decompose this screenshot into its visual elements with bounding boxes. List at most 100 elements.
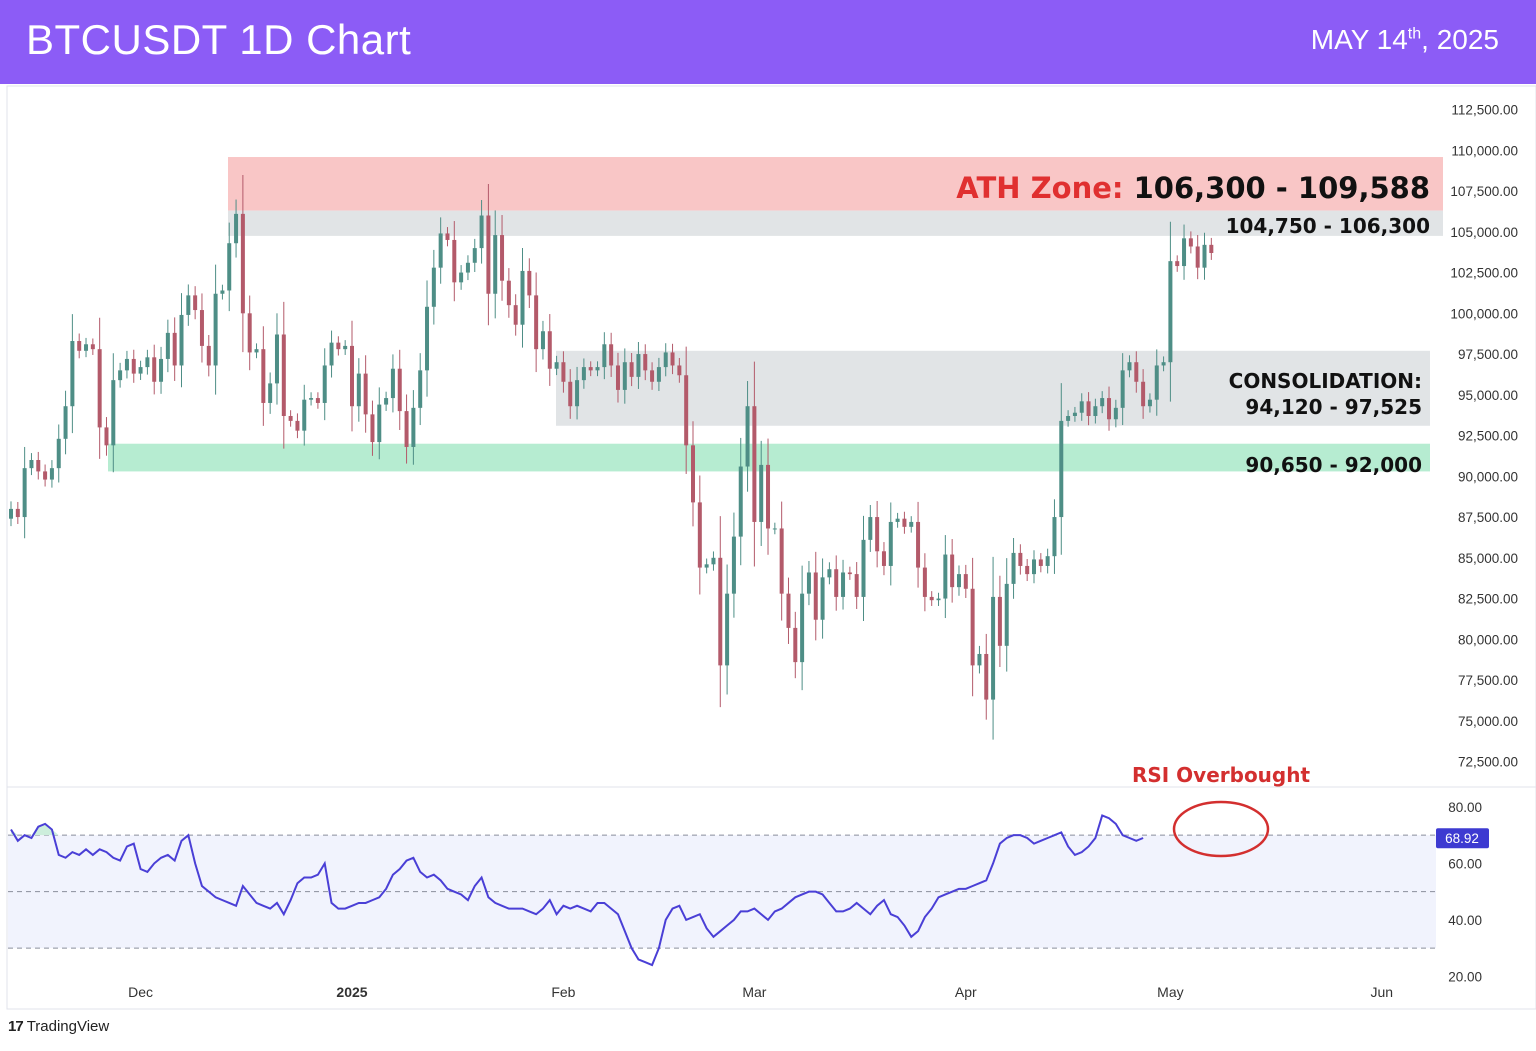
candle-body <box>425 306 430 371</box>
price-tick-label: 100,000.00 <box>1450 306 1518 321</box>
price-tick-label: 112,500.00 <box>1451 103 1518 118</box>
price-tick-label: 110,000.00 <box>1451 143 1518 158</box>
price-chart[interactable]: ATH Zone: 106,300 - 109,588 104,750 - 106… <box>0 84 1536 1051</box>
candle-body <box>1093 406 1098 416</box>
candle-body <box>636 354 641 377</box>
candle-body <box>731 536 736 594</box>
candle-body <box>343 345 348 350</box>
candle-body <box>520 270 525 325</box>
candle-body <box>350 345 354 407</box>
candle-body <box>909 521 914 527</box>
candle-body <box>390 368 395 399</box>
rsi-tick-label: 20.00 <box>1448 969 1482 984</box>
time-axis: Dec 2025 Feb Mar Apr May Jun <box>128 984 1393 1000</box>
candle-body <box>1202 244 1207 268</box>
price-axis: 112,500.00 110,000.00 107,500.00 105,000.00… <box>1450 103 1518 770</box>
time-tick-label: Dec <box>128 984 153 1000</box>
candle-body <box>738 466 743 537</box>
rsi-line <box>10 814 1144 967</box>
candle-body <box>820 577 825 620</box>
candle-body <box>868 517 873 540</box>
candle-body <box>36 460 41 472</box>
candle-body <box>1018 552 1023 566</box>
candle-body <box>15 508 20 518</box>
candle-body <box>691 445 695 503</box>
time-tick-label: Apr <box>955 984 977 1000</box>
price-tick-label: 82,500.00 <box>1458 592 1518 607</box>
candle-body <box>9 508 13 519</box>
candle-body <box>766 464 771 529</box>
candle-body <box>445 233 450 240</box>
tradingview-logo-icon: 17 <box>8 1018 24 1035</box>
rsi-value-badge <box>1436 828 1489 849</box>
date-year: , 2025 <box>1421 24 1499 55</box>
candle-body <box>479 215 484 249</box>
rsi-overbought-label: RSI Overbought <box>1132 763 1311 787</box>
rsi-tick-label: 40.00 <box>1448 913 1482 928</box>
candle-body <box>1032 559 1036 575</box>
time-tick-label: Feb <box>551 984 575 1000</box>
candle-body <box>725 593 730 666</box>
candle-body <box>49 468 54 480</box>
candle-body <box>336 342 341 350</box>
candle-body <box>165 332 170 359</box>
candle-body <box>800 593 805 663</box>
candle-body <box>1209 244 1214 253</box>
tradingview-brand: 17 TradingView <box>8 1018 109 1035</box>
candle-body <box>534 295 539 350</box>
candle-body <box>793 627 798 663</box>
price-tick-label: 97,500.00 <box>1458 347 1518 362</box>
candle-body <box>397 368 402 412</box>
candle-body <box>745 406 750 467</box>
time-tick-label: 2025 <box>336 984 367 1000</box>
candle-body <box>370 414 375 443</box>
candle-body <box>261 349 266 403</box>
candle-body <box>581 367 586 381</box>
price-tick-label: 72,500.00 <box>1458 755 1518 770</box>
candle-body <box>963 574 968 589</box>
candle-body <box>806 572 811 594</box>
candle-body <box>902 518 907 527</box>
price-tick-label: 77,500.00 <box>1458 673 1518 688</box>
candles-layer <box>9 175 1214 740</box>
candle-body <box>1147 399 1152 407</box>
candle-body <box>199 310 204 346</box>
date-month-day: MAY 14 <box>1310 24 1408 55</box>
candle-body <box>90 344 95 350</box>
rsi-pane: 80.00 60.00 40.00 20.00 68.92 RSI Overbought <box>8 763 1489 984</box>
candle-body <box>438 233 443 268</box>
candle-body <box>506 280 511 306</box>
candle-body <box>697 502 702 568</box>
candle-body <box>104 427 109 446</box>
candle-body <box>70 341 75 407</box>
candle-body <box>63 406 68 439</box>
candle-body <box>152 357 157 382</box>
candle-body <box>513 305 518 325</box>
candle-body <box>609 344 614 366</box>
candle-body <box>186 295 191 315</box>
candle-body <box>916 521 921 568</box>
candle-body <box>1004 583 1009 646</box>
consolidation-label-title: CONSOLIDATION: <box>1229 369 1422 393</box>
candle-body <box>1161 362 1166 366</box>
candle-body <box>772 528 777 530</box>
candle-body <box>561 362 566 382</box>
price-tick-label: 75,000.00 <box>1458 714 1518 729</box>
candle-body <box>302 399 307 431</box>
candle-body <box>663 352 668 368</box>
candle-body <box>1052 517 1057 557</box>
candle-body <box>854 574 859 597</box>
candle-body <box>465 262 470 273</box>
candle-body <box>950 554 955 588</box>
rsi-tick-label: 80.00 <box>1448 800 1482 815</box>
candle-body <box>172 332 177 366</box>
price-tick-label: 95,000.00 <box>1458 388 1518 403</box>
candle-body <box>1086 401 1091 416</box>
candle-body <box>540 331 545 350</box>
candle-body <box>643 354 648 371</box>
candle-body <box>779 528 784 594</box>
candle-body <box>1059 420 1064 518</box>
candle-body <box>984 653 989 700</box>
candle-body <box>527 270 532 296</box>
ath-zone <box>228 157 1443 211</box>
